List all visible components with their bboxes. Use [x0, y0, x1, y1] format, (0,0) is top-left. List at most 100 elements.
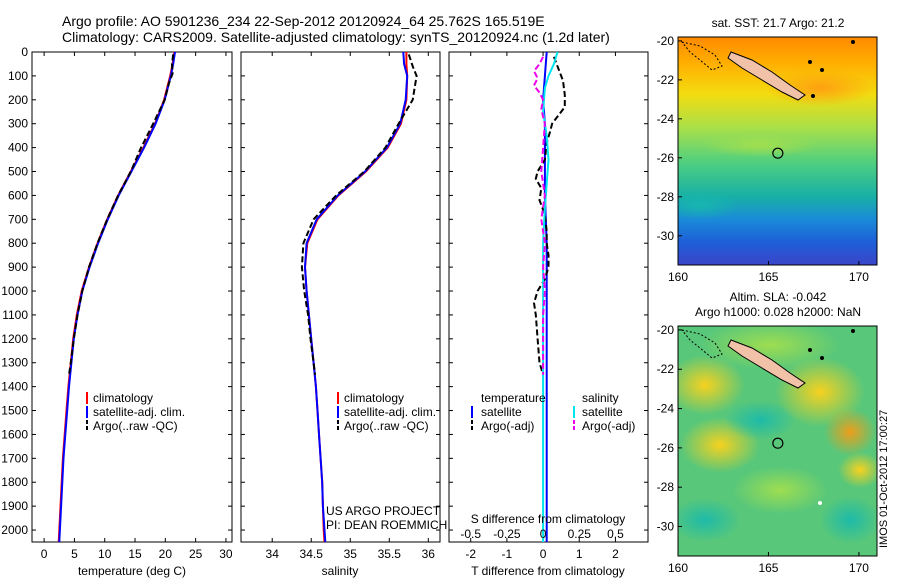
s-tick-label: 0.5 — [607, 527, 624, 541]
islet — [808, 348, 812, 352]
salinity-x-axis: 34 34.5 35 35.5 36 — [266, 52, 436, 561]
sst-map-title: sat. SST: 21.7 Argo: 21.2 — [712, 16, 845, 30]
sla-patch — [724, 400, 796, 440]
sst-map-axes: 160 165 170 -20 -22 -24 -26 -28 -30 — [657, 34, 870, 284]
map-x-tick-label: 160 — [668, 270, 688, 284]
sla-patch — [678, 355, 745, 415]
sst-cool-patch — [678, 191, 740, 219]
x-tick-label: 10 — [98, 547, 112, 561]
x-tick-label: 0 — [41, 547, 48, 561]
sla-patch — [700, 326, 840, 370]
legend-salinity-header: salinity — [582, 391, 619, 405]
sla-map-title: Altim. SLA: -0.042 — [730, 290, 827, 304]
y-tick-label: 1100 — [2, 308, 28, 322]
vanuatu-coast — [680, 41, 723, 71]
difference-y-ticks — [449, 51, 648, 531]
map-x-tick-label: 165 — [758, 270, 778, 284]
difference-legend: temperature satellite Argo(-adj) salinit… — [471, 391, 635, 433]
islet — [818, 501, 822, 505]
y-tick-label: 1600 — [1, 427, 28, 441]
y-tick-label: 500 — [8, 165, 28, 179]
x-tick-label: 25 — [189, 547, 203, 561]
legend-label-t-argo: Argo(-adj) — [481, 419, 534, 433]
sla-map-axes: 160 165 170 -20 -22 -24 -26 -28 -30 — [657, 323, 870, 575]
sst-mid-patch — [700, 133, 820, 157]
salinity-x-label: salinity — [322, 564, 359, 578]
y-tick-label: 800 — [8, 236, 28, 250]
x-tick-label: 36 — [422, 547, 436, 561]
y-tick-label: 1800 — [1, 475, 28, 489]
series-line-argo-raw-qc- — [68, 54, 175, 375]
temperature-axes-frame — [31, 51, 233, 543]
x-tick-label: 30 — [219, 547, 233, 561]
sla-map-frame — [677, 325, 878, 557]
s-difference-label: S difference from climatology — [471, 512, 626, 526]
map-y-tick-label: -20 — [657, 34, 675, 48]
legend-label-satellite: satellite-adj. clim. — [93, 405, 185, 419]
map-x-tick-label: 170 — [849, 270, 869, 284]
new-caledonia-island — [727, 339, 806, 389]
series-line-salinity-satellite — [542, 51, 559, 542]
map-y-tick-label: -20 — [657, 323, 675, 337]
salinity-series — [300, 51, 418, 543]
sla-patch — [820, 496, 877, 544]
temperature-x-label: temperature (deg C) — [78, 564, 186, 578]
s-difference-ticks: -0.5 -0.25 0 0.25 0.5 — [460, 527, 624, 541]
map-y-tick-label: -28 — [657, 480, 675, 494]
islet — [820, 68, 824, 72]
legend-label-argo: Argo(..raw -QC) — [344, 419, 429, 433]
map-y-tick-label: -28 — [657, 190, 675, 204]
sla-patch — [824, 408, 876, 456]
map-y-tick-label: -22 — [657, 362, 675, 376]
series-line-salinity-argo-adj- — [532, 56, 546, 375]
s-tick-label: -0.25 — [493, 527, 521, 541]
x-tick-label: 5 — [71, 547, 78, 561]
difference-series — [532, 51, 566, 542]
y-tick-label: 700 — [8, 212, 28, 226]
legend-label-t-satellite: satellite — [481, 405, 522, 419]
legend-temperature-header: temperature — [481, 391, 546, 405]
y-tick-label: 1700 — [1, 451, 28, 465]
x-tick-label: 35 — [344, 547, 358, 561]
sst-map-frame — [677, 36, 878, 266]
map-y-tick-label: -24 — [657, 402, 675, 416]
difference-panel: -2 -1 0 1 2 S difference from climatology -0… — [448, 51, 649, 578]
map-y-tick-label: -26 — [657, 151, 675, 165]
islet — [851, 329, 855, 333]
islet — [811, 94, 815, 98]
legend-label-climatology: climatology — [93, 391, 153, 405]
salinity-y-ticks — [241, 51, 440, 531]
y-tick-label: 0 — [21, 45, 28, 59]
argo-float-marker — [772, 437, 784, 449]
y-tick-label: 900 — [8, 260, 28, 274]
y-tick-label: 2000 — [1, 523, 28, 537]
y-tick-label: 100 — [8, 69, 28, 83]
islet — [820, 356, 824, 360]
x-tick-label: 34.5 — [300, 547, 324, 561]
salinity-axes-frame — [240, 51, 441, 543]
map-y-tick-label: -30 — [657, 520, 675, 534]
map-y-tick-label: -30 — [657, 229, 675, 243]
y-tick-label: 1300 — [1, 356, 28, 370]
y-tick-label: 600 — [8, 188, 28, 202]
sla-map-panel: Altim. SLA: -0.042 Argo h1000: 0.028 h20… — [657, 290, 878, 575]
project-label: US ARGO PROJECT — [326, 504, 441, 518]
salinity-panel: 34 34.5 35 35.5 36 salinity climatology sate… — [240, 51, 447, 578]
salinity-legend: climatology satellite-adj. clim. Argo(..… — [337, 391, 436, 433]
x-tick-label: 15 — [128, 547, 142, 561]
series-line-temperature-argo-adj- — [532, 56, 566, 375]
series-line-satellite-adj-clim- — [303, 51, 409, 543]
legend-label-satellite: satellite-adj. clim. — [344, 405, 436, 419]
sst-map-panel: sat. SST: 21.7 Argo: 21.2 160 165 170 -20 -2… — [657, 16, 878, 284]
temperature-series — [57, 51, 176, 543]
difference-axes-frame — [448, 51, 649, 543]
map-y-tick-label: -26 — [657, 441, 675, 455]
x-tick-label: 0 — [540, 547, 547, 561]
map-x-tick-label: 170 — [849, 561, 869, 575]
legend-label-s-argo: Argo(-adj) — [582, 419, 635, 433]
sla-map-subtitle: Argo h1000: 0.028 h2000: NaN — [695, 305, 861, 319]
map-y-tick-label: -22 — [657, 73, 675, 87]
x-tick-label: 20 — [159, 547, 173, 561]
y-tick-label: 1200 — [1, 332, 28, 346]
